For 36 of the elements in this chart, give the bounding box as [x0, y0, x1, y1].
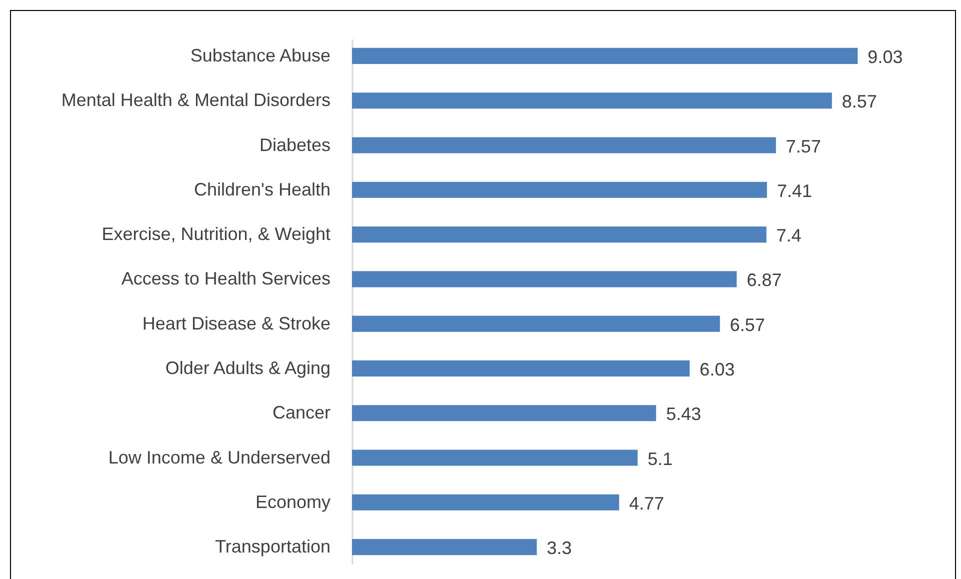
data-label: 4.77	[629, 493, 664, 514]
data-label: 5.43	[666, 404, 702, 424]
data-label: 6.03	[700, 359, 735, 380]
y-tick-label: Older Adults & Aging	[165, 358, 330, 378]
y-tick-label: Access to Health Services	[121, 268, 330, 289]
bar	[352, 539, 537, 556]
bar	[352, 92, 832, 109]
y-tick-label: Cancer	[272, 402, 330, 423]
bar	[352, 405, 656, 422]
data-label: 9.03	[868, 46, 903, 67]
y-tick-label: Economy	[255, 492, 330, 512]
y-tick-label: Children's Health	[194, 179, 330, 200]
y-tick-label: Transportation	[215, 536, 330, 557]
data-label: 3.3	[546, 538, 572, 558]
bar	[352, 48, 858, 64]
bar	[352, 271, 737, 288]
data-label: 8.57	[842, 92, 877, 112]
y-tick-label: Heart Disease & Stroke	[142, 313, 330, 334]
y-tick-label: Low Income & Underserved	[108, 447, 330, 468]
bar	[352, 316, 720, 332]
y-tick-label: Exercise, Nutrition, & Weight	[102, 224, 330, 244]
data-label: 5.1	[648, 448, 673, 469]
data-label: 6.87	[746, 270, 782, 290]
bar	[352, 137, 776, 154]
bar	[352, 494, 620, 510]
data-label: 6.57	[730, 314, 765, 335]
bar	[352, 226, 766, 243]
data-label: 7.4	[776, 226, 802, 246]
y-tick-label: Mental Health & Mental Disorders	[61, 90, 330, 110]
data-label: 7.57	[786, 136, 821, 156]
y-tick-label: Substance Abuse	[190, 45, 330, 66]
bar	[352, 450, 638, 466]
bar	[352, 360, 690, 376]
data-label: 7.41	[776, 180, 812, 201]
y-tick-label: Diabetes	[259, 134, 330, 155]
bar	[352, 182, 767, 198]
